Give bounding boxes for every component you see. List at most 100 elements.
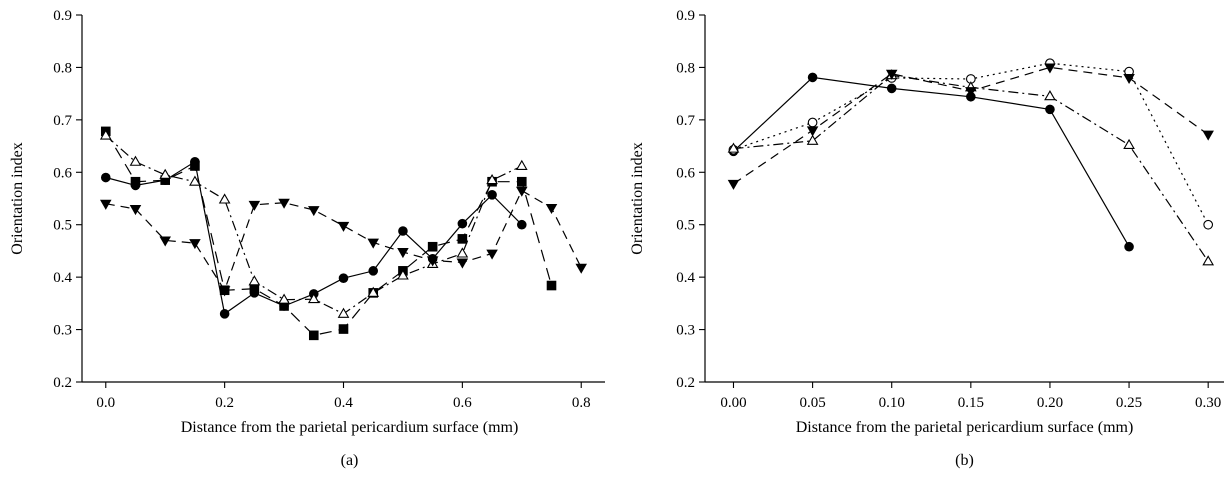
x-tick-label: 0.20 xyxy=(1037,395,1063,411)
data-point xyxy=(516,176,527,187)
x-tick-label: 0.10 xyxy=(879,395,905,411)
x-axis-label: Distance from the parietal pericardium s… xyxy=(796,419,1134,436)
data-point xyxy=(337,221,350,232)
data-point xyxy=(516,219,527,230)
data-point xyxy=(189,175,201,186)
data-point xyxy=(278,293,290,304)
series-line xyxy=(733,74,1209,262)
data-point xyxy=(397,269,409,280)
data-point xyxy=(1124,241,1134,252)
data-point xyxy=(129,205,142,216)
y-tick-label: 0.6 xyxy=(676,165,695,181)
data-point xyxy=(545,203,558,215)
y-tick-label: 0.5 xyxy=(676,218,695,234)
data-point xyxy=(427,241,438,252)
data-point xyxy=(457,218,468,229)
y-tick-label: 0.3 xyxy=(53,323,72,339)
data-point xyxy=(159,168,172,179)
data-point xyxy=(1202,130,1214,141)
y-axis-label: Orientation index xyxy=(629,142,646,254)
data-point xyxy=(575,263,587,274)
data-point xyxy=(1044,63,1056,74)
x-tick-label: 0.25 xyxy=(1116,395,1142,411)
y-tick-label: 0.4 xyxy=(676,270,695,286)
y-tick-label: 0.7 xyxy=(676,113,695,129)
y-tick-label: 0.3 xyxy=(676,323,695,339)
y-tick-label: 0.4 xyxy=(53,270,72,286)
data-point xyxy=(189,239,201,250)
data-point xyxy=(515,159,528,170)
series-4 xyxy=(100,186,587,297)
data-point xyxy=(367,238,379,249)
data-point xyxy=(727,179,740,190)
data-point xyxy=(457,234,468,244)
series-line xyxy=(105,131,553,336)
data-point xyxy=(886,83,897,94)
y-axis-label: Orientation index xyxy=(9,142,26,254)
data-point xyxy=(367,286,380,297)
y-tick-label: 0.9 xyxy=(53,8,72,24)
data-point xyxy=(338,273,349,283)
data-point xyxy=(516,186,528,197)
data-point xyxy=(965,87,977,98)
series-line xyxy=(733,76,1130,247)
chart-panel-a: 0.2 0.3 0.4 0.5 0.6 0.7 0.8 0.9 0.0 0.2 0.4 0.6 0.8 D… xyxy=(9,8,605,469)
y-tick-label: 0.9 xyxy=(676,8,695,24)
x-axis-label: Distance from the parietal pericardium s… xyxy=(181,419,519,436)
data-point xyxy=(278,198,290,209)
panel-label: (b) xyxy=(955,452,974,469)
data-point xyxy=(885,69,898,80)
data-point xyxy=(100,172,111,183)
data-point xyxy=(807,117,818,128)
series-line xyxy=(105,189,582,292)
x-tick-label: 0.0 xyxy=(96,395,115,411)
data-point xyxy=(546,280,557,291)
data-point xyxy=(368,266,379,276)
series-4 xyxy=(727,63,1214,190)
y-tick-label: 0.8 xyxy=(53,60,72,76)
y-tick-label: 0.7 xyxy=(53,113,72,129)
data-point xyxy=(456,247,469,258)
panel-label: (a) xyxy=(341,452,359,469)
data-point xyxy=(1044,90,1056,101)
data-point xyxy=(487,190,497,200)
data-point xyxy=(248,200,261,211)
data-point xyxy=(100,199,112,210)
x-tick-label: 0.4 xyxy=(334,395,353,411)
data-point xyxy=(130,176,141,187)
y-tick-label: 0.5 xyxy=(53,218,72,234)
x-tick-label: 0.00 xyxy=(720,395,746,411)
x-tick-label: 0.6 xyxy=(453,395,472,411)
data-point xyxy=(219,309,230,319)
data-point xyxy=(99,129,112,140)
y-tick-label: 0.6 xyxy=(53,165,72,181)
x-tick-label: 0.2 xyxy=(215,395,234,411)
series-2 xyxy=(100,126,557,341)
data-point xyxy=(129,155,142,166)
data-point xyxy=(249,283,260,294)
x-tick-label: 0.15 xyxy=(958,395,984,411)
series-3 xyxy=(99,129,528,318)
y-tick-label: 0.8 xyxy=(676,60,695,76)
x-tick-label: 0.05 xyxy=(799,395,825,411)
data-point xyxy=(1123,73,1135,85)
data-point xyxy=(307,292,320,304)
data-point xyxy=(308,206,320,217)
chart-panel-b: 0.2 0.3 0.4 0.5 0.6 0.7 0.8 0.9 0.00 0.05 0.10 0.15… xyxy=(629,8,1224,469)
data-point xyxy=(308,330,319,341)
data-point xyxy=(1203,219,1214,230)
data-point xyxy=(727,142,740,153)
data-point xyxy=(248,275,261,286)
data-point xyxy=(1045,104,1055,115)
data-point xyxy=(218,193,231,204)
data-point xyxy=(806,134,819,145)
data-point xyxy=(338,324,349,334)
data-point xyxy=(1123,138,1135,150)
data-point xyxy=(398,226,408,236)
data-point xyxy=(486,249,498,260)
data-point xyxy=(807,72,818,83)
data-point xyxy=(486,173,498,185)
data-point xyxy=(337,307,350,318)
data-point xyxy=(426,256,439,267)
